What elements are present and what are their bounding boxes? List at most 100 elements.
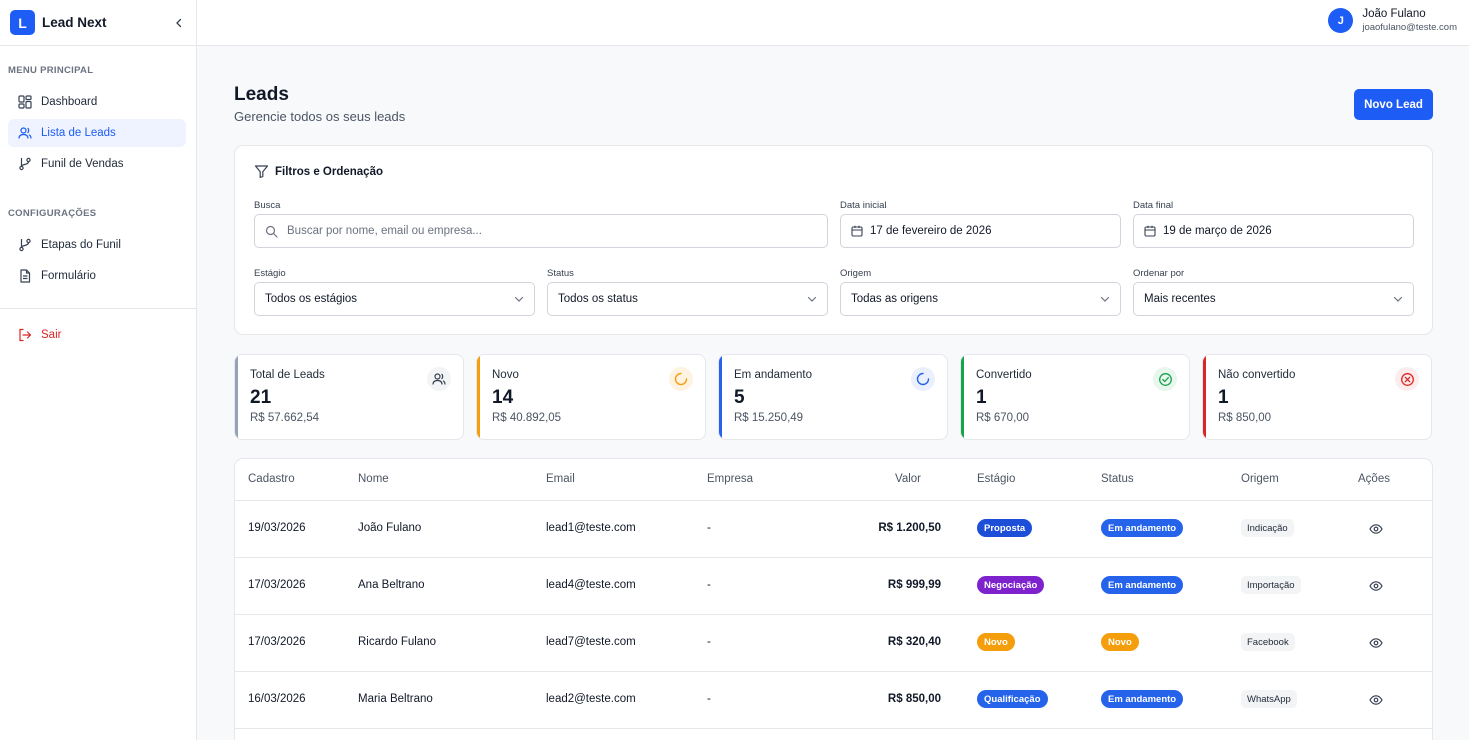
x-circle-icon [1395,367,1419,391]
table-row[interactable]: 16/03/2026 Maria Beltrano lead2@teste.co… [235,672,1432,729]
col-header-actions: Ações [1358,473,1390,485]
col-header-value[interactable]: Valor [895,473,921,485]
page-title: Leads [234,84,289,105]
stage-badge: Negociação [977,576,1045,594]
sidebar-item-form[interactable]: Formulário [8,262,186,290]
card-converted: Convertido 1 R$ 670,00 [960,354,1190,440]
end-date-field[interactable]: 19 de março de 2026 [1133,214,1414,248]
eye-icon[interactable] [1369,636,1383,650]
col-header-name[interactable]: Nome [358,473,389,485]
col-header-stage[interactable]: Estágio [977,473,1016,485]
status-badge: Em andamento [1101,690,1184,708]
card-accent-bar [235,355,238,439]
search-input[interactable]: Buscar por nome, email ou empresa... [254,214,828,248]
git-branch-icon [19,238,31,252]
sidebar-item-label: Funil de Vendas [41,158,124,170]
status-value: Todos os status [558,293,638,305]
cell-company: - [707,693,711,705]
logout-icon [19,328,32,342]
table-row[interactable]: 17/03/2026 Ana Beltrano lead4@teste.com … [235,558,1432,615]
sidebar-item-funnel-stages[interactable]: Etapas do Funil [8,231,186,259]
sidebar-item-funnel[interactable]: Funil de Vendas [8,150,186,178]
cell-company: - [707,636,711,648]
stage-badge: Qualificação [977,690,1048,708]
stage-badge: Novo [977,633,1015,651]
chevron-left-icon[interactable] [172,16,186,30]
topbar: J João Fulano joaofulano@teste.com [197,0,1469,46]
origin-tag: WhatsApp [1241,690,1297,708]
eye-icon[interactable] [1369,522,1383,536]
card-new: Novo 14 R$ 40.892,05 [476,354,706,440]
user-menu[interactable]: J João Fulano joaofulano@teste.com [1328,8,1457,33]
new-lead-button[interactable]: Novo Lead [1354,89,1433,120]
cell-date: 19/03/2026 [248,522,306,534]
card-amount: R$ 40.892,05 [492,412,562,424]
summary-cards: Total de Leads 21 R$ 57.662,54 Novo 14 R… [234,354,1433,440]
git-branch-icon [19,157,31,171]
cell-name: Maria Beltrano [358,693,433,705]
sidebar-item-label: Dashboard [41,96,98,108]
origin-tag: Facebook [1241,633,1295,651]
card-amount: R$ 850,00 [1218,412,1272,424]
search-placeholder: Buscar por nome, email ou empresa... [287,225,482,237]
card-value: 1 [976,387,987,408]
table-row[interactable]: 17/03/2026 Ricardo Fulano lead7@teste.co… [235,615,1432,672]
status-select[interactable]: Todos os status [547,282,828,316]
leads-table: Cadastro Nome Email Empresa Valor Estági… [234,458,1433,740]
search-icon [265,225,278,238]
sidebar-item-dashboard[interactable]: Dashboard [8,88,186,116]
origin-select[interactable]: Todas as origens [840,282,1121,316]
document-icon [20,269,31,283]
brand-logo: L [10,10,35,35]
eye-icon[interactable] [1369,693,1383,707]
dashboard-icon [18,95,32,109]
filters-title: Filtros e Ordenação [275,165,384,178]
cell-value: R$ 850,00 [887,693,941,705]
col-header-email[interactable]: Email [546,473,575,485]
card-value: 1 [1218,387,1229,408]
filters-header: Filtros e Ordenação [254,164,383,179]
cell-company: - [707,522,711,534]
stage-badge: Proposta [977,519,1033,537]
card-not-converted: Não convertido 1 R$ 850,00 [1202,354,1432,440]
stage-label: Estágio [254,268,286,279]
status-badge: Em andamento [1101,576,1184,594]
start-date-label: Data inicial [840,200,887,211]
table-row[interactable]: 19/03/2026 João Fulano lead1@teste.com -… [235,501,1432,558]
sidebar-item-leads[interactable]: Lista de Leads [8,119,186,147]
brand: L Lead Next [0,0,196,46]
cell-email: lead4@teste.com [546,579,636,591]
start-date-value: 17 de fevereiro de 2026 [870,225,992,237]
col-header-company[interactable]: Empresa [707,473,754,485]
cell-name: Ricardo Fulano [358,636,436,648]
card-amount: R$ 15.250,49 [734,412,804,424]
sort-value: Mais recentes [1144,293,1216,305]
sidebar-item-label: Etapas do Funil [41,239,121,251]
users-icon [427,367,451,391]
loader-icon [669,367,693,391]
chevron-down-icon [807,296,817,302]
cell-name: Ana Beltrano [358,579,425,591]
logout-button[interactable]: Sair [8,321,186,349]
cell-email: lead2@teste.com [546,693,636,705]
col-header-origin[interactable]: Origem [1241,473,1279,485]
status-label: Status [547,268,574,279]
chevron-down-icon [514,296,524,302]
stage-select[interactable]: Todos os estágios [254,282,535,316]
chevron-down-icon [1100,296,1110,302]
cell-name: João Fulano [358,522,422,534]
main-content: Leads Gerencie todos os seus leads Novo … [197,46,1469,740]
cell-date: 17/03/2026 [248,636,306,648]
start-date-field[interactable]: 17 de fevereiro de 2026 [840,214,1121,248]
card-amount: R$ 670,00 [976,412,1030,424]
section-title-main: MENU PRINCIPAL [8,65,94,76]
card-in-progress: Em andamento 5 R$ 15.250,49 [718,354,948,440]
col-header-status[interactable]: Status [1101,473,1134,485]
sort-select[interactable]: Mais recentes [1133,282,1414,316]
cell-value: R$ 999,99 [887,579,941,591]
card-value: 21 [250,387,272,408]
col-header-date[interactable]: Cadastro [248,473,295,485]
stage-value: Todos os estágios [265,293,358,305]
user-name: João Fulano [1362,8,1426,20]
eye-icon[interactable] [1369,579,1383,593]
